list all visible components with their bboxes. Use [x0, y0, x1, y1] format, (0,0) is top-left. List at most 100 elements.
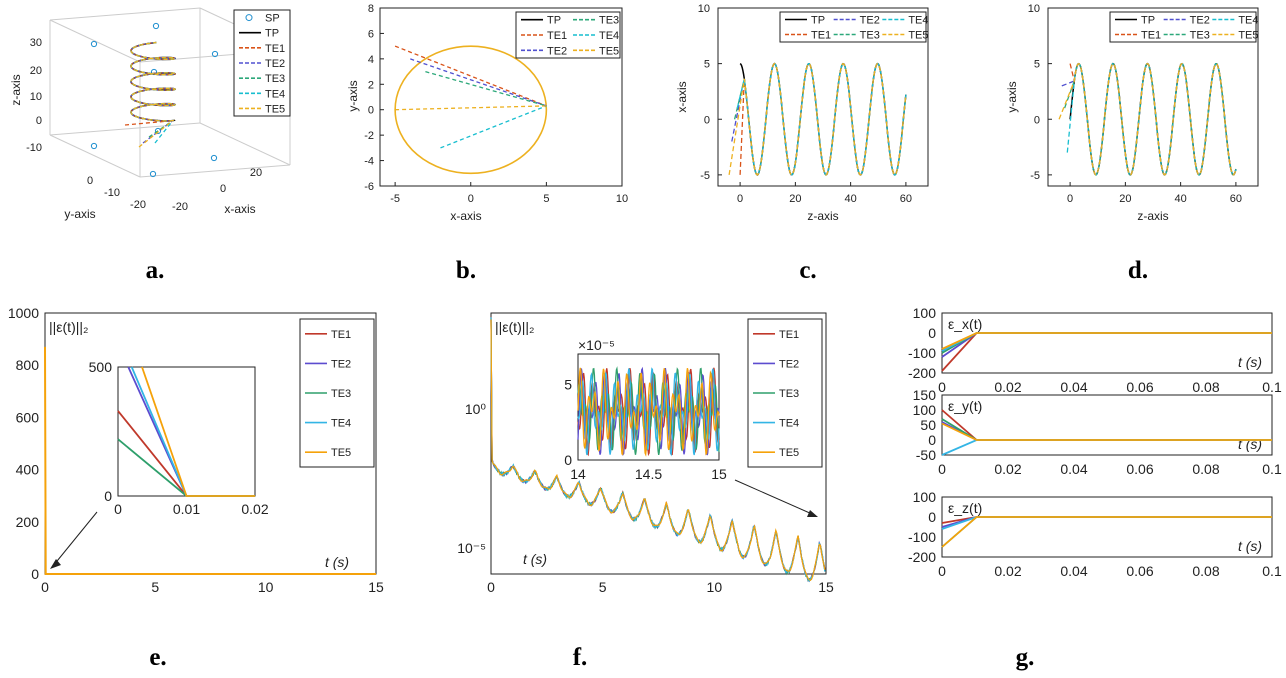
c-ytick: 5	[704, 59, 710, 71]
a-zlabel: z-axis	[9, 74, 23, 105]
g-xlabel: t (s)	[1238, 436, 1262, 452]
legend-label-TE2: TE2	[779, 358, 799, 370]
legend-f	[747, 318, 823, 468]
g-xtick: 0.1	[1262, 461, 1282, 477]
legend-label-TE1: TE1	[1141, 30, 1161, 42]
g-xtick: 0.06	[1126, 379, 1153, 395]
panel-label-f: f.	[573, 644, 588, 671]
b-ytick: -4	[364, 156, 374, 168]
panel-label-g: g.	[1016, 644, 1035, 671]
c-xtick: 40	[845, 193, 857, 205]
g-ytick: 50	[920, 417, 936, 433]
b-ytick: 8	[368, 3, 374, 15]
legend-label-TE5: TE5	[331, 447, 351, 459]
d-ytick: 5	[1034, 59, 1040, 71]
g-xtick: 0.08	[1192, 379, 1219, 395]
g-xtick: 0.02	[994, 379, 1021, 395]
g-ytick: -200	[908, 549, 936, 565]
box3d-edge	[49, 7, 201, 21]
e-ytick: 600	[16, 409, 40, 425]
g-xtick: 0.02	[994, 461, 1021, 477]
legend-label-TE4: TE4	[599, 30, 619, 42]
sp-point	[211, 50, 219, 58]
legend-label-TE2: TE2	[265, 58, 285, 70]
d-ytick: 10	[1028, 3, 1040, 15]
e-arrow	[52, 511, 98, 567]
legend-label-TE3: TE3	[331, 388, 351, 400]
a-ztick: 10	[30, 91, 42, 103]
f-arrowhead	[807, 510, 818, 517]
legend-label-TP: TP	[547, 15, 561, 27]
a-xtick: 0	[220, 183, 226, 195]
a-xtick: 20	[250, 167, 262, 179]
a-ytick: -10	[104, 187, 120, 199]
d-ylabel: y-axis	[1005, 81, 1019, 112]
f-inset-xtick: 14.5	[635, 466, 662, 482]
legend-label-TE5: TE5	[908, 30, 928, 42]
panel-label-d: d.	[1128, 257, 1148, 284]
c-xlabel: z-axis	[807, 209, 838, 223]
sp-point	[149, 170, 157, 178]
g-xtick: 0.08	[1192, 563, 1219, 579]
d-ytick: -5	[1030, 170, 1040, 182]
a-xtick: -20	[172, 201, 188, 213]
e-ylabel: ||ε(t)||₂	[49, 319, 88, 335]
g-xlabel: t (s)	[1238, 538, 1262, 554]
f-inset-series-TE4	[577, 367, 720, 457]
g-ytick: 100	[913, 402, 937, 418]
e-ytick: 1000	[8, 305, 39, 321]
b-ytick: 0	[368, 105, 374, 117]
legend-marker-SP	[245, 14, 253, 22]
d-xtick: 60	[1230, 193, 1242, 205]
e-ytick: 200	[16, 514, 40, 530]
b-xtick: 5	[543, 193, 549, 205]
a-ztick: 0	[36, 115, 42, 127]
legend-label-TE1: TE1	[779, 329, 799, 341]
sp-point	[154, 127, 162, 135]
b-xtick: 10	[616, 193, 628, 205]
e-inset	[117, 366, 256, 497]
c-ytick: 0	[704, 114, 710, 126]
g-ytick: 150	[913, 387, 937, 403]
legend-label-TE2: TE2	[860, 15, 880, 27]
sp-point	[152, 22, 160, 30]
g-label-1: ε_y(t)	[948, 398, 982, 414]
legend-a	[233, 9, 291, 117]
e-inset-xtick: 0.01	[173, 501, 200, 517]
f-inset-ytick: 0	[564, 452, 572, 468]
c-xtick: 0	[737, 193, 743, 205]
g-ytick: 100	[913, 305, 937, 321]
b-series-TE1	[394, 45, 547, 107]
e-series-main	[44, 346, 376, 575]
g-xtick: 0.04	[1060, 461, 1087, 477]
legend-label-TE4: TE4	[331, 418, 351, 430]
legend-label-TP: TP	[265, 28, 279, 40]
legend-label-TE5: TE5	[599, 45, 619, 57]
e-xtick: 0	[41, 579, 49, 595]
e-xtick: 15	[368, 579, 384, 595]
g-label-0: ε_x(t)	[948, 316, 982, 332]
a-ztick: 30	[30, 37, 42, 49]
legend-label-TE3: TE3	[265, 73, 285, 85]
c-ylabel: x-axis	[675, 81, 689, 112]
f-arrow	[734, 479, 813, 515]
g-label-2: ε_z(t)	[948, 500, 982, 516]
a-ztick: -10	[26, 142, 42, 154]
legend-label-TE2: TE2	[547, 45, 567, 57]
g-ytick: -50	[916, 447, 936, 463]
legend-label-TE1: TE1	[547, 30, 567, 42]
b-xtick: -5	[390, 193, 400, 205]
g-xlabel: t (s)	[1238, 354, 1262, 370]
g-xtick: 0.04	[1060, 379, 1087, 395]
panel-label-b: b.	[456, 257, 476, 284]
d-xlabel: z-axis	[1137, 209, 1168, 223]
legend-label-TE3: TE3	[779, 388, 799, 400]
legend-label-TE5: TE5	[779, 447, 799, 459]
legend-label-TE4: TE4	[779, 418, 799, 430]
c-ytick: 10	[698, 3, 710, 15]
b-xtick: 0	[468, 193, 474, 205]
legend-label-TE2: TE2	[331, 358, 351, 370]
f-xtick: 5	[599, 579, 607, 595]
panel-label-e: e.	[149, 644, 166, 671]
